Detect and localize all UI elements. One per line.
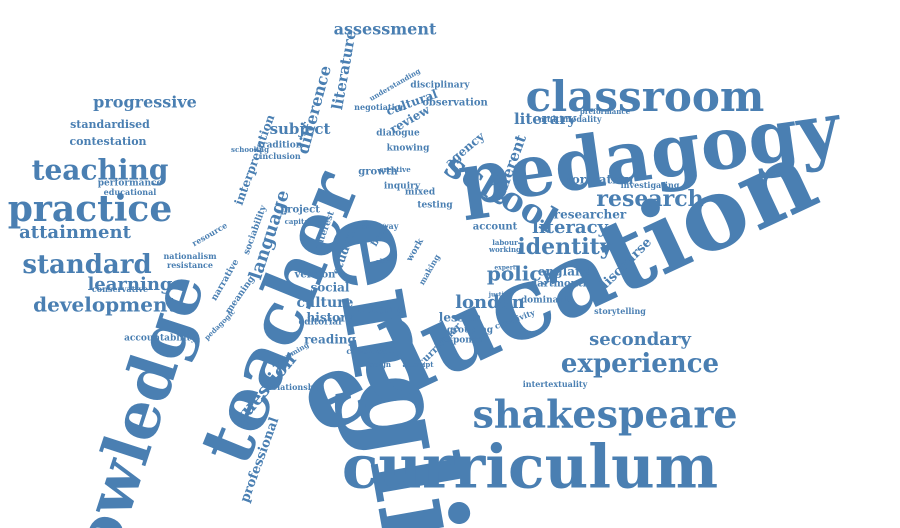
word-development: development [33, 293, 177, 317]
word-attempt: attempt [403, 360, 435, 369]
word-attainment: attainment [19, 222, 131, 243]
word-dominant: dominant [521, 296, 570, 306]
word-justice: justice [488, 292, 512, 299]
word-contestation: contestation [69, 135, 146, 148]
word-schooling: schooling [231, 145, 269, 154]
word-reform: reform [357, 303, 403, 317]
word-culture: culture [297, 295, 354, 311]
word-testing: testing [417, 201, 453, 211]
word-shakespeare: shakespeare [472, 392, 737, 437]
word-social: social [311, 281, 350, 295]
word-working: working [488, 245, 521, 254]
word-dialogue: dialogue [376, 129, 420, 139]
word-investigating: investigating [621, 180, 680, 190]
word-resource: resource [190, 220, 229, 248]
word-negotiation: negotiation [354, 102, 406, 112]
word-resistance: resistance [167, 260, 213, 270]
word-class: class [375, 257, 394, 266]
word-researcher: researcher [554, 208, 627, 222]
word-design: design [365, 360, 391, 369]
word-capital: capital [285, 217, 312, 226]
word-mixed: mixed [405, 188, 436, 198]
word-curriculum: curriculum [342, 433, 718, 503]
word-standardised: standardised [70, 118, 150, 131]
word-educational: educational [104, 187, 157, 197]
word-conservative: conservative [92, 284, 148, 294]
word-secondary: secondary [589, 329, 691, 350]
word-england: england [538, 265, 593, 279]
word-preformance: preformance [580, 107, 631, 116]
word-lesson: lesson [439, 311, 482, 325]
word-dartmouth: dartmouth [530, 279, 591, 290]
word-relationship: relationship [268, 382, 323, 392]
word-accountability: accountability [124, 334, 197, 344]
word-storytelling: storytelling [594, 306, 646, 316]
word-account: account [473, 222, 518, 233]
word-expert: expert [494, 265, 516, 272]
word-progressive: progressive [93, 93, 197, 112]
word-version: version [294, 270, 337, 281]
word-intertextuality: intertextuality [523, 379, 588, 389]
word-experience: experience [561, 349, 719, 379]
word-creative: creative [379, 165, 411, 174]
word-project: project [280, 205, 320, 216]
word-text: text [356, 221, 374, 231]
word-reading: reading [304, 333, 356, 347]
word-disciplinary: disciplinary [410, 81, 470, 91]
word-observation: observation [422, 98, 488, 109]
word-editorial: editorial [298, 318, 342, 328]
word-canonical: canonical [346, 346, 389, 356]
word-knowing: knowing [387, 144, 430, 154]
